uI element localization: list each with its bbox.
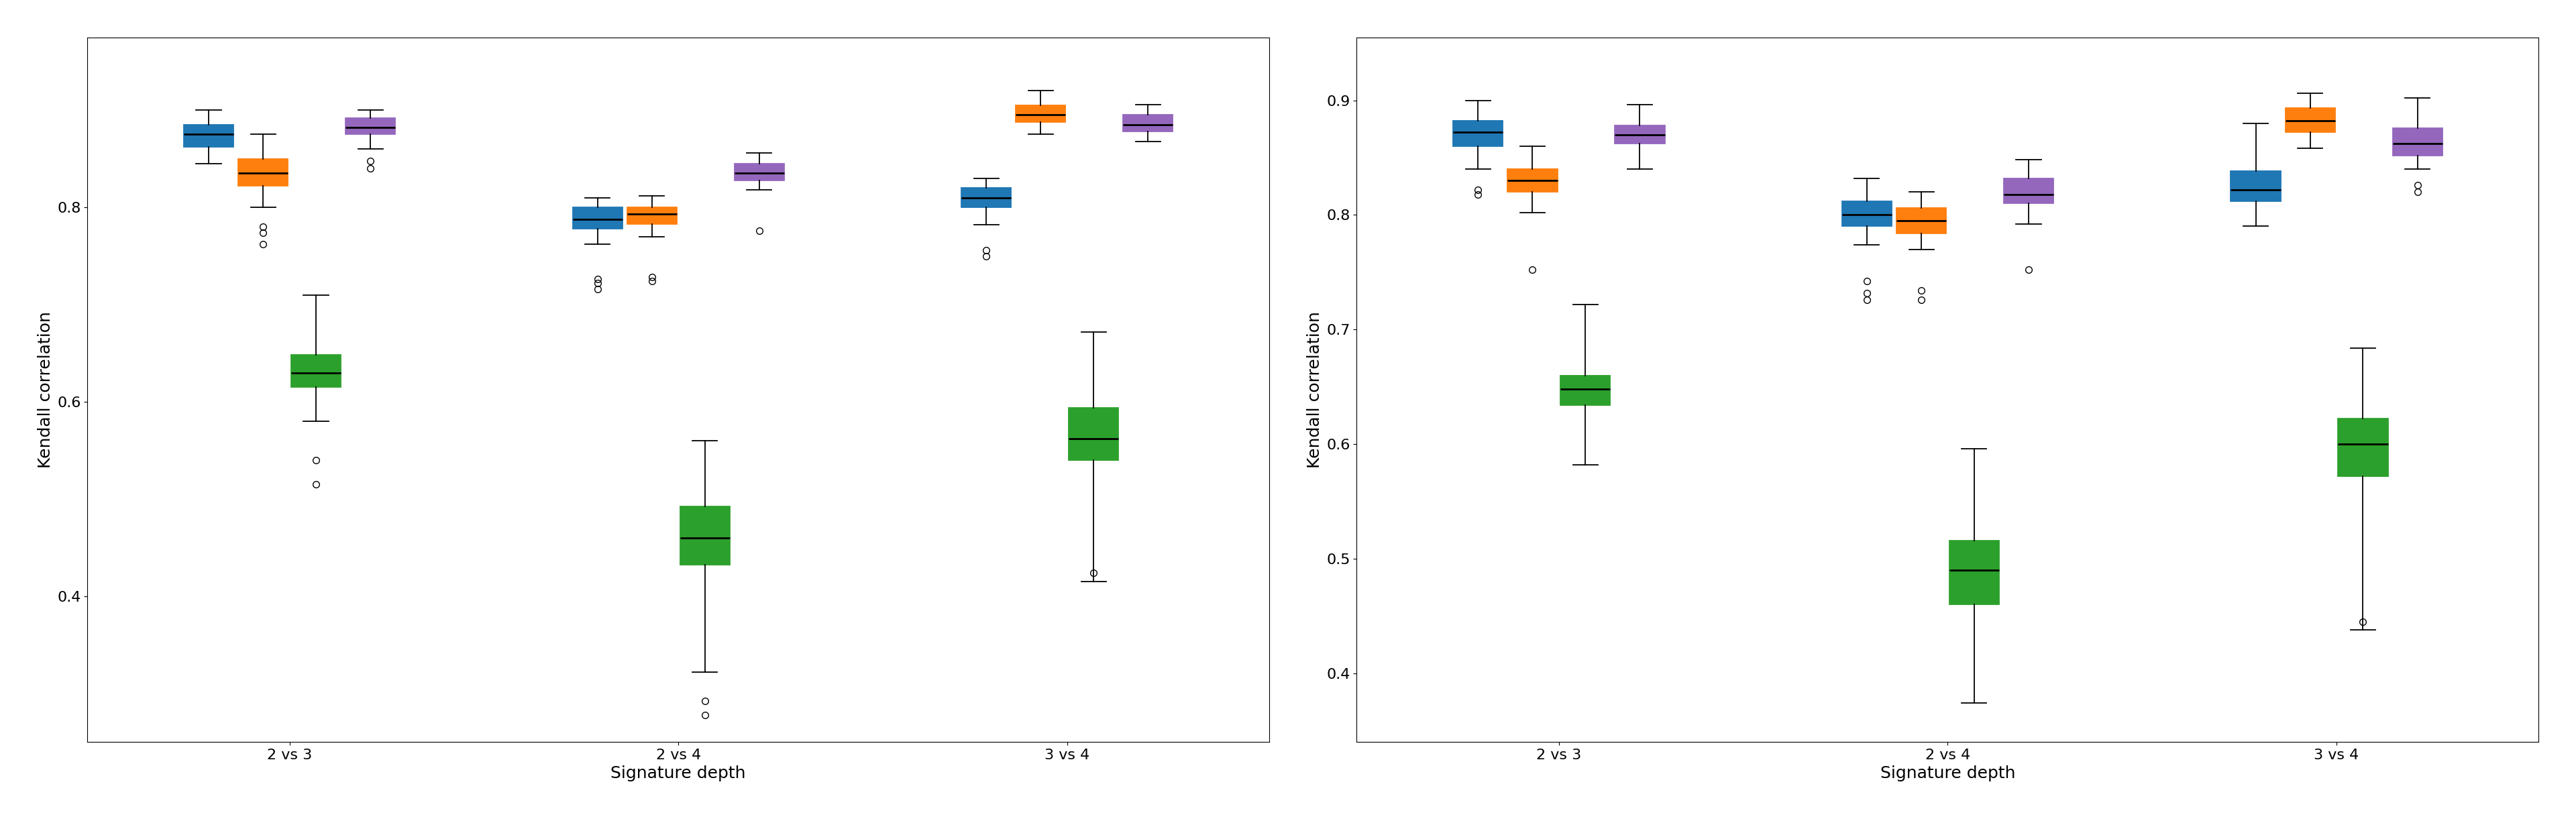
- PathPatch shape: [237, 159, 289, 186]
- PathPatch shape: [1123, 115, 1172, 132]
- Y-axis label: Kendall correlation: Kendall correlation: [1306, 311, 1321, 468]
- PathPatch shape: [1453, 121, 1502, 146]
- PathPatch shape: [680, 507, 729, 565]
- PathPatch shape: [291, 355, 340, 387]
- PathPatch shape: [1561, 375, 1610, 405]
- PathPatch shape: [626, 207, 677, 224]
- PathPatch shape: [2393, 128, 2442, 156]
- PathPatch shape: [734, 164, 783, 180]
- PathPatch shape: [1842, 201, 1891, 226]
- PathPatch shape: [1950, 541, 1999, 604]
- PathPatch shape: [572, 207, 623, 229]
- X-axis label: Signature depth: Signature depth: [611, 766, 747, 781]
- PathPatch shape: [1507, 169, 1558, 192]
- PathPatch shape: [2004, 179, 2053, 203]
- PathPatch shape: [961, 188, 1012, 207]
- PathPatch shape: [1069, 408, 1118, 460]
- PathPatch shape: [2339, 419, 2388, 476]
- PathPatch shape: [1015, 106, 1066, 122]
- PathPatch shape: [1615, 125, 1664, 144]
- X-axis label: Signature depth: Signature depth: [1880, 766, 2014, 781]
- PathPatch shape: [183, 124, 234, 147]
- PathPatch shape: [345, 118, 394, 134]
- PathPatch shape: [2231, 171, 2280, 201]
- Y-axis label: Kendall correlation: Kendall correlation: [36, 311, 54, 468]
- PathPatch shape: [2285, 108, 2334, 133]
- PathPatch shape: [1896, 208, 1947, 233]
